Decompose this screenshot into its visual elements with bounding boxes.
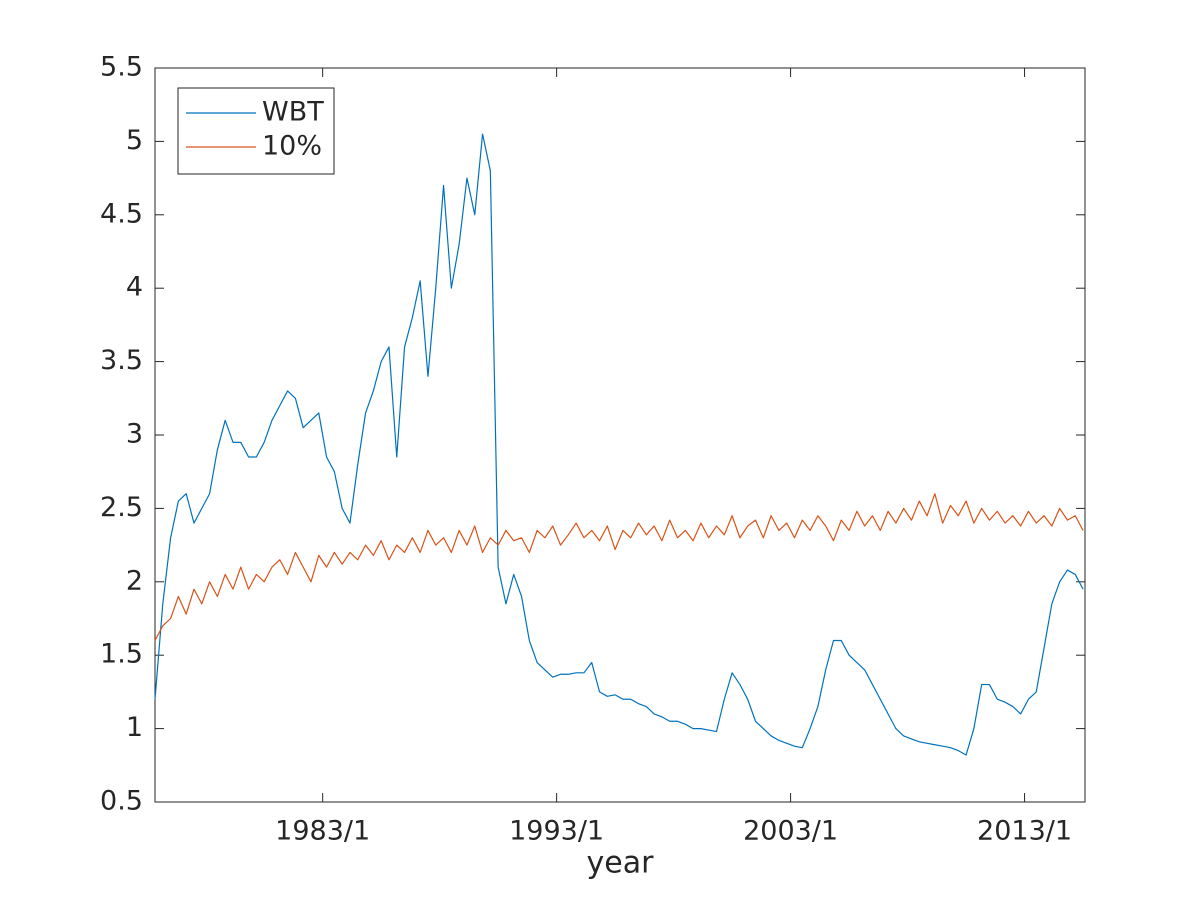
x-tick-label: 1983/1 [275,816,370,847]
x-tick-label: 2003/1 [743,816,838,847]
legend-label: WBT [262,97,324,128]
x-tick-label: 1993/1 [509,816,604,847]
y-tick-label: 1.5 [100,639,143,670]
series-line [154,133,1084,756]
y-tick-label: 2 [126,565,143,596]
y-tick-label: 3 [126,419,143,450]
legend-label: 10% [262,131,322,162]
plot-area [154,67,1086,803]
y-tick-label: 2.5 [100,492,143,523]
y-tick-label: 0.5 [100,786,143,817]
y-tick-label: 3.5 [100,345,143,376]
series-line [154,493,1084,641]
y-tick-label: 4 [126,272,143,303]
y-tick-label: 5 [126,125,143,156]
y-tick-label: 1 [126,712,143,743]
x-axis-label: year [587,846,655,881]
y-tick-label: 4.5 [100,198,143,229]
y-tick-label: 5.5 [100,52,143,83]
legend-box [177,87,335,175]
x-tick-label: 2013/1 [977,816,1072,847]
